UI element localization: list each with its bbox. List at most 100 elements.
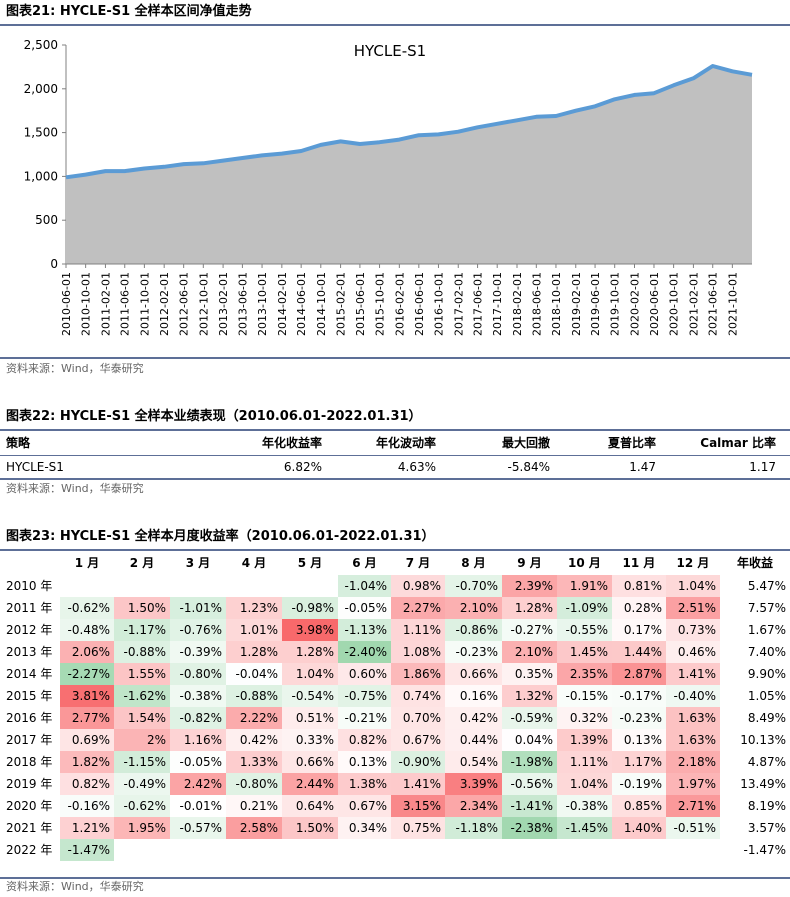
monthly-cell: -0.76%: [170, 619, 226, 641]
monthly-year-label: 2020 年: [6, 799, 53, 813]
perf-annual-return: 6.82%: [283, 460, 322, 474]
monthly-cell: 1.01%: [226, 619, 282, 641]
monthly-cell: 2.71%: [666, 795, 720, 817]
monthly-cell: 2.10%: [445, 597, 502, 619]
monthly-year-label: 2013 年: [6, 645, 53, 659]
monthly-cell: -1.47%: [60, 839, 114, 861]
figure-21-bottom-rule: [0, 357, 790, 359]
monthly-cell: 0.85%: [612, 795, 666, 817]
figure-22-title: 图表22: HYCLE-S1 全样本业绩表现（2010.06.01-2022.0…: [6, 409, 422, 424]
monthly-cell: 1.86%: [391, 663, 445, 685]
monthly-cell: 0.28%: [612, 597, 666, 619]
monthly-cell: 1.11%: [391, 619, 445, 641]
y-tick-label: 500: [35, 213, 58, 227]
x-tick-label: 2012-06-01: [178, 272, 191, 336]
perf-header-calmar: Calmar 比率: [700, 436, 776, 450]
monthly-cell: [282, 575, 338, 597]
x-tick-label: 2017-10-01: [491, 272, 504, 336]
perf-header-strategy: 策略: [6, 436, 31, 450]
x-tick-label: 2015-06-01: [354, 272, 367, 336]
monthly-cell: 2.87%: [612, 663, 666, 685]
monthly-cell: 0.51%: [282, 707, 338, 729]
monthly-annual-cell: 8.49%: [747, 711, 786, 725]
monthly-cell: 0.75%: [391, 817, 445, 839]
monthly-cell: 1.50%: [114, 597, 170, 619]
monthly-cell: 2.34%: [445, 795, 502, 817]
monthly-cell: -0.82%: [170, 707, 226, 729]
monthly-cell: -0.55%: [557, 619, 612, 641]
monthly-cell: -0.19%: [612, 773, 666, 795]
monthly-year-label: 2018 年: [6, 755, 53, 769]
x-tick-label: 2018-06-01: [530, 272, 543, 336]
monthly-cell: -0.90%: [391, 751, 445, 773]
monthly-cell: [666, 839, 720, 861]
monthly-cell: -0.23%: [445, 641, 502, 663]
x-tick-label: 2013-10-01: [256, 272, 269, 336]
monthly-cell: 1.32%: [502, 685, 557, 707]
x-tick-label: 2012-02-01: [158, 272, 171, 336]
monthly-cell: 0.44%: [445, 729, 502, 751]
perf-header-sep: [0, 455, 790, 456]
monthly-cell: 2.58%: [226, 817, 282, 839]
monthly-cell: 3.81%: [60, 685, 114, 707]
x-tick-label: 2021-10-01: [726, 272, 739, 336]
monthly-cell: 0.32%: [557, 707, 612, 729]
x-axis: 2010-06-01 2010-10-01 2011-02-01 2011-06-01…: [60, 263, 752, 336]
monthly-header-cell: 12 月: [676, 556, 710, 570]
monthly-cell: -0.75%: [338, 685, 391, 707]
monthly-cell: -0.39%: [170, 641, 226, 663]
monthly-cell: 2%: [114, 729, 170, 751]
perf-header-row: 策略 年化收益率 年化波动率 最大回撤 夏普比率 Calmar 比率: [0, 433, 790, 453]
monthly-cell: 1.28%: [502, 597, 557, 619]
monthly-cell: 1.04%: [557, 773, 612, 795]
monthly-cell: -0.15%: [557, 685, 612, 707]
y-tick-label: 1,000: [24, 169, 58, 183]
x-tick-label: 2017-02-01: [452, 272, 465, 336]
monthly-cell: -1.13%: [338, 619, 391, 641]
monthly-cell: -0.59%: [502, 707, 557, 729]
monthly-cell: 1.91%: [557, 575, 612, 597]
monthly-year-label: 2016 年: [6, 711, 53, 725]
monthly-cell: -0.38%: [557, 795, 612, 817]
monthly-cell: 1.11%: [557, 751, 612, 773]
monthly-cell: -0.88%: [226, 685, 282, 707]
x-tick-label: 2010-10-01: [80, 272, 93, 336]
monthly-cell: -0.56%: [502, 773, 557, 795]
monthly-header-cell: 年收益: [736, 556, 773, 570]
monthly-cell: -1.18%: [445, 817, 502, 839]
monthly-cell: 0.17%: [612, 619, 666, 641]
monthly-cell: 1.39%: [557, 729, 612, 751]
monthly-cell: 2.06%: [60, 641, 114, 663]
monthly-cell: -0.01%: [170, 795, 226, 817]
perf-header-annual-vol: 年化波动率: [375, 436, 436, 450]
monthly-cell: [170, 575, 226, 597]
monthly-annual-cell: 3.57%: [747, 821, 786, 835]
monthly-cell: 1.28%: [282, 641, 338, 663]
monthly-cell: [282, 839, 338, 861]
monthly-cell: -0.05%: [338, 597, 391, 619]
monthly-cell: [612, 839, 666, 861]
x-tick-label: 2012-10-01: [197, 272, 210, 336]
monthly-cell: 1.41%: [666, 663, 720, 685]
x-tick-label: 2018-10-01: [550, 272, 563, 336]
y-axis: 0 500 1,000 1,500 2,000 2,500: [24, 38, 67, 271]
monthly-cell: 0.42%: [445, 707, 502, 729]
x-tick-label: 2020-10-01: [668, 272, 681, 336]
perf-calmar: 1.17: [749, 460, 776, 474]
monthly-year-label: 2012 年: [6, 623, 53, 637]
monthly-cell: -2.40%: [338, 641, 391, 663]
monthly-cell: -0.86%: [445, 619, 502, 641]
monthly-cell: 2.44%: [282, 773, 338, 795]
monthly-cell: 2.22%: [226, 707, 282, 729]
monthly-cell: 1.40%: [612, 817, 666, 839]
figure-22-bottom-rule: [0, 478, 790, 480]
x-tick-label: 2021-02-01: [687, 272, 700, 336]
perf-sharpe: 1.47: [629, 460, 656, 474]
y-tick-label: 1,500: [24, 126, 58, 140]
monthly-cell: 1.45%: [557, 641, 612, 663]
monthly-annual-cell: 7.40%: [747, 645, 786, 659]
monthly-cell: 0.98%: [391, 575, 445, 597]
monthly-year-label: 2019 年: [6, 777, 53, 791]
monthly-cell: 2.77%: [60, 707, 114, 729]
monthly-annual-cell: 1.67%: [747, 623, 786, 637]
